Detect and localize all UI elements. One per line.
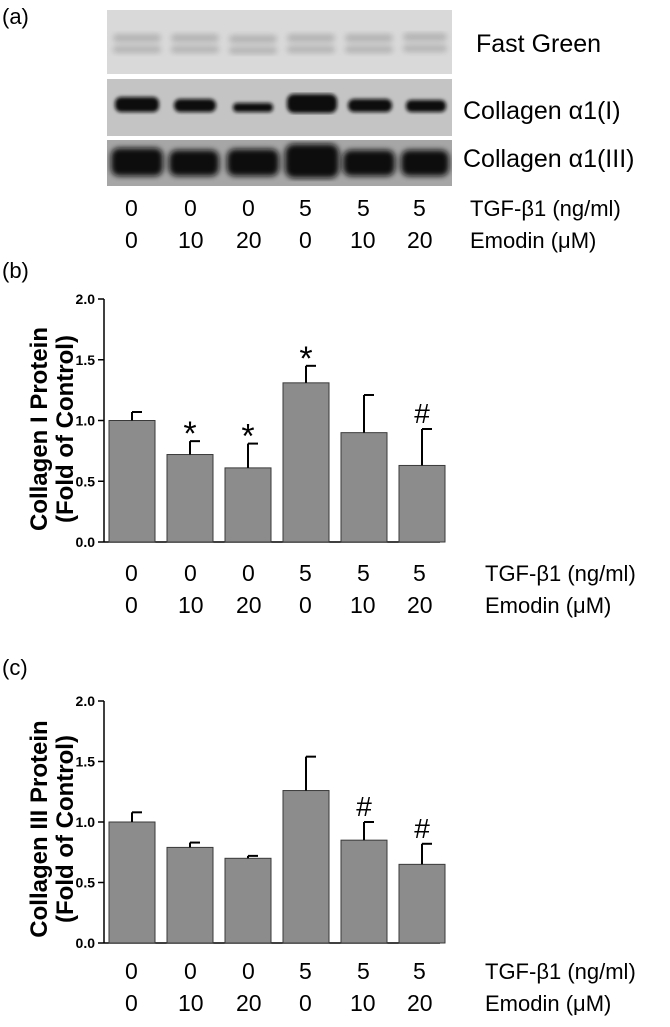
significance-marker: #: [414, 398, 430, 429]
tgf-value: 5: [413, 958, 426, 984]
tgf-value: 5: [357, 560, 370, 586]
significance-marker: #: [414, 813, 430, 844]
tgf-value: 0: [242, 958, 255, 984]
tgf-value: 0: [184, 958, 197, 984]
y-tick-label: 0.5: [76, 473, 96, 489]
western-blot-image: [107, 10, 452, 186]
emodin-value: 20: [407, 592, 433, 618]
emodin-value: 20: [407, 990, 433, 1016]
emodin-value: 10: [350, 990, 376, 1016]
emodin-value: 0: [299, 227, 312, 253]
significance-marker: *: [299, 340, 312, 378]
panel-label-b: (b): [2, 258, 29, 283]
bar: [166, 454, 214, 543]
significance-marker: *: [241, 418, 254, 456]
emodin-value: 10: [178, 227, 204, 253]
y-tick-label: 1.0: [76, 413, 96, 429]
significance-marker: #: [356, 791, 372, 822]
bar: [340, 839, 388, 944]
emodin-label: Emodin (μM): [470, 228, 597, 253]
emodin-value: 0: [125, 592, 138, 618]
tgf-label: TGF-β1 (ng/ml): [470, 196, 621, 221]
panel-label-a: (a): [2, 4, 29, 29]
tgf-label: TGF-β1 (ng/ml): [485, 959, 636, 984]
y-tick-label: 0.0: [76, 935, 96, 951]
bar: [398, 863, 446, 944]
emodin-value: 20: [407, 227, 433, 253]
emodin-value: 10: [178, 592, 204, 618]
tgf-value: 0: [242, 560, 255, 586]
tgf-value: 5: [357, 195, 370, 221]
bar: [166, 846, 214, 944]
emodin-value: 20: [236, 592, 262, 618]
blot-label-collagen-3: Collagen α1(III): [463, 145, 635, 173]
tgf-value: 0: [184, 560, 197, 586]
bar: [398, 464, 446, 543]
bar: [108, 821, 156, 944]
tgf-value: 0: [125, 560, 138, 586]
y-tick-label: 1.5: [76, 754, 96, 770]
bar: [282, 382, 330, 543]
tgf-value: 5: [299, 195, 312, 221]
emodin-value: 0: [299, 990, 312, 1016]
emodin-value: 20: [236, 990, 262, 1016]
significance-marker: *: [183, 415, 196, 453]
tgf-value: 5: [299, 560, 312, 586]
emodin-value: 10: [350, 592, 376, 618]
emodin-value: 0: [125, 227, 138, 253]
bar: [108, 420, 156, 543]
blot-label-fast-green: Fast Green: [476, 30, 602, 58]
emodin-label: Emodin (μM): [485, 991, 612, 1016]
emodin-value: 0: [299, 592, 312, 618]
y-tick-label: 1.5: [76, 352, 96, 368]
tgf-value: 0: [125, 958, 138, 984]
bar: [282, 790, 330, 944]
y-tick-label: 0.0: [76, 534, 96, 550]
y-tick-label: 0.5: [76, 875, 96, 891]
panel-label-c: (c): [2, 655, 28, 680]
y-tick-label: 2.0: [76, 291, 96, 307]
emodin-value: 10: [350, 227, 376, 253]
tgf-label: TGF-β1 (ng/ml): [485, 561, 636, 586]
tgf-value: 0: [242, 195, 255, 221]
blot-label-collagen-1: Collagen α1(I): [463, 97, 621, 125]
bar: [224, 857, 272, 944]
tgf-value: 5: [299, 958, 312, 984]
tgf-value: 5: [413, 195, 426, 221]
tgf-value: 0: [184, 195, 197, 221]
emodin-label: Emodin (μM): [485, 593, 612, 618]
emodin-value: 10: [178, 990, 204, 1016]
y-tick-label: 1.0: [76, 814, 96, 830]
y-tick-label: 2.0: [76, 693, 96, 709]
tgf-value: 5: [413, 560, 426, 586]
emodin-value: 20: [236, 227, 262, 253]
tgf-value: 0: [125, 195, 138, 221]
tgf-value: 5: [357, 958, 370, 984]
emodin-value: 0: [125, 990, 138, 1016]
